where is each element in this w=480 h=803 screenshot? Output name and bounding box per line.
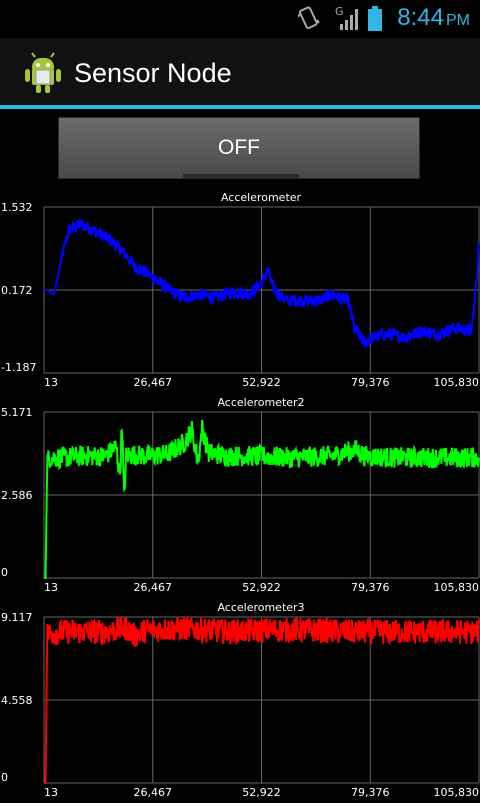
y-tick-label: 0	[1, 566, 8, 579]
clock-time: 8:44	[397, 4, 444, 31]
x-tick-label: 79,376	[351, 786, 390, 799]
y-tick-label: 0.172	[1, 284, 33, 297]
app-title: Sensor Node	[74, 58, 232, 88]
accelerometer-chart: Accelerometer 1.532 0.172 -1.187 13 26,467 52,…	[0, 187, 480, 393]
x-tick-label: 13	[44, 376, 58, 389]
clock-ampm: PM	[446, 12, 470, 29]
chart-title: Accelerometer2	[217, 396, 304, 409]
x-tick-label: 52,922	[242, 376, 281, 389]
sensor-toggle-button[interactable]: OFF	[58, 117, 420, 179]
status-bar: G 8:44 PM	[0, 0, 480, 38]
y-tick-label: -1.187	[1, 361, 36, 374]
y-tick-label: 4.558	[1, 694, 33, 707]
chart-svg: Accelerometer 1.532 0.172 -1.187 13 26,467 52,…	[1, 191, 480, 389]
x-tick-label: 52,922	[242, 786, 281, 799]
accelerometer3-chart: Accelerometer3 9.117 4.558 0 13 26,467 52,922 7…	[0, 597, 480, 803]
chart-svg: Accelerometer2 5.171 2.586 0 13 26,467 52,922 7…	[1, 396, 480, 594]
y-tick-label: 5.171	[1, 406, 33, 419]
x-tick-label: 26,467	[134, 581, 173, 594]
y-tick-label: 1.532	[1, 201, 33, 214]
toggle-area: OFF	[0, 109, 480, 187]
x-tick-label: 79,376	[351, 376, 390, 389]
x-tick-label: 26,467	[134, 786, 173, 799]
status-clock: 8:44 PM	[397, 4, 470, 32]
y-tick-label: 2.586	[1, 489, 33, 502]
phone-vibrate-icon	[297, 6, 320, 34]
action-bar: Sensor Node	[0, 38, 480, 106]
series-line	[44, 616, 480, 784]
y-tick-label: 9.117	[1, 611, 33, 624]
battery-icon	[367, 6, 383, 36]
x-tick-label: 105,830	[434, 581, 480, 594]
network-type-label: G	[335, 5, 344, 18]
x-tick-label: 13	[44, 786, 58, 799]
signal-icon: G	[334, 4, 362, 36]
x-tick-label: 13	[44, 581, 58, 594]
chart-title: Accelerometer3	[217, 601, 304, 614]
x-tick-label: 105,830	[434, 786, 480, 799]
toggle-indicator	[183, 174, 299, 178]
accelerometer2-chart: Accelerometer2 5.171 2.586 0 13 26,467 52,922 7…	[0, 392, 480, 598]
chart-svg: Accelerometer3 9.117 4.558 0 13 26,467 52,922 7…	[1, 601, 480, 799]
x-tick-label: 105,830	[434, 376, 480, 389]
toggle-label: OFF	[218, 136, 260, 159]
chart-title: Accelerometer	[221, 191, 302, 204]
x-tick-label: 79,376	[351, 581, 390, 594]
x-tick-label: 52,922	[242, 581, 281, 594]
series-line	[43, 217, 480, 349]
x-tick-label: 26,467	[134, 376, 173, 389]
android-app-icon[interactable]	[22, 52, 64, 98]
action-bar-divider	[0, 105, 480, 109]
series-line	[44, 419, 480, 579]
y-tick-label: 0	[1, 771, 8, 784]
